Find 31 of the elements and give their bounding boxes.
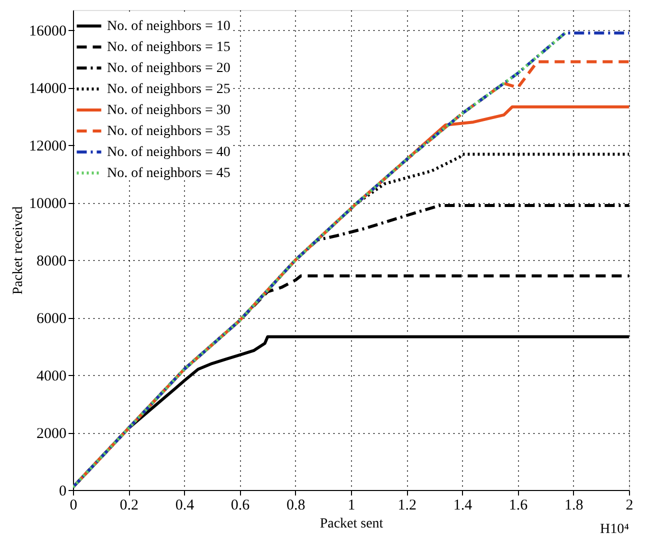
text: H10⁴ xyxy=(600,522,630,537)
y-tick-label: 4000 xyxy=(36,368,66,385)
y-tick-label: 14000 xyxy=(29,81,66,98)
x-tick-label: 0.2 xyxy=(120,498,138,514)
x-tick-label: 0.8 xyxy=(286,498,306,514)
x-tick-label: 1.2 xyxy=(398,498,416,514)
x-axis-title: Packet sent xyxy=(320,516,384,532)
legend-label: No. of neighbors = 25 xyxy=(107,82,230,97)
y-tick-label: 12000 xyxy=(29,138,66,155)
x-tick-label: 1.6 xyxy=(508,498,528,514)
y-axis-title: Packet received xyxy=(11,206,26,295)
y-tick-label: 6000 xyxy=(36,311,66,328)
legend-label: No. of neighbors = 45 xyxy=(107,166,230,181)
x-tick-label: 0 xyxy=(70,498,78,514)
y-tick-label: 0 xyxy=(59,484,66,500)
legend-label: No. of neighbors = 35 xyxy=(107,124,230,139)
y-tick-label: 16000 xyxy=(29,24,66,40)
legend-label: No. of neighbors = 40 xyxy=(107,145,230,160)
legend-label: No. of neighbors = 30 xyxy=(107,103,230,118)
y-tick-label: 8000 xyxy=(36,254,66,270)
x-tick-label: 1.4 xyxy=(453,498,473,514)
legend-label: No. of neighbors = 10 xyxy=(107,19,230,34)
x-tick-label: 0.6 xyxy=(230,498,250,514)
y-tick-label: 10000 xyxy=(29,196,66,212)
legend-label: No. of neighbors = 20 xyxy=(107,61,230,76)
x-tick-label: 1.8 xyxy=(564,498,584,514)
x-tick-label: 2 xyxy=(626,498,634,514)
y-tick-label: 2000 xyxy=(36,426,66,442)
x-tick-label: 1 xyxy=(348,498,356,514)
x-tick-label: 0.4 xyxy=(175,498,195,514)
legend-label: No. of neighbors = 15 xyxy=(107,40,230,55)
